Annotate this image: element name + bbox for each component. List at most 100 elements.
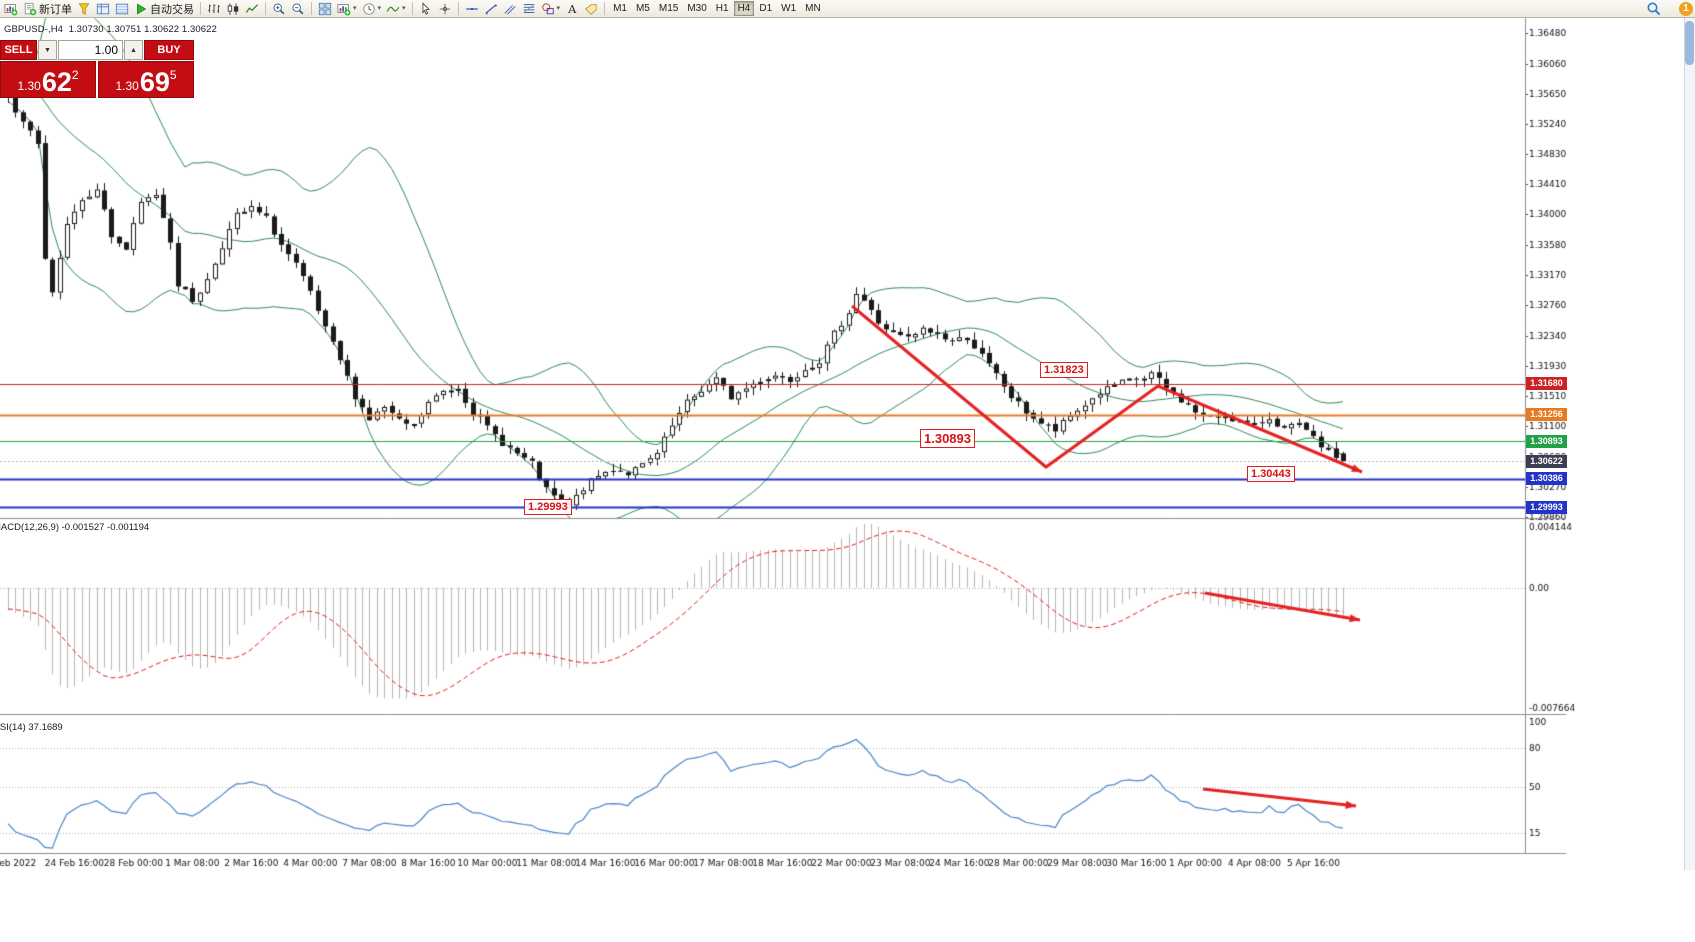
vertical-scrollbar-thumb[interactable] xyxy=(1685,21,1694,65)
text-button[interactable]: A xyxy=(563,1,581,17)
buy-price-display[interactable]: 1.30 69 5 xyxy=(98,61,194,98)
timeframe-m1-button[interactable]: M1 xyxy=(609,1,631,16)
vertical-scrollbar[interactable] xyxy=(1684,18,1695,870)
volume-decrease-button[interactable]: ▼ xyxy=(38,40,57,60)
one-click-trade-panel: SELL ▼ ▲ BUY 1.30 62 2 1.30 69 5 xyxy=(0,40,194,98)
sell-button[interactable]: SELL xyxy=(0,40,37,60)
chevron-down-icon: ▾ xyxy=(556,5,561,12)
toolbar-separator xyxy=(265,2,266,15)
timeframe-m15-button[interactable]: M15 xyxy=(655,1,682,16)
data-window-icon xyxy=(115,3,129,14)
volume-increase-button[interactable]: ▲ xyxy=(124,40,143,60)
timeframe-d1-button[interactable]: D1 xyxy=(755,1,776,16)
autotrade-play-icon xyxy=(137,2,147,15)
buy-price-pips: 69 xyxy=(139,67,170,97)
fibonacci-button[interactable] xyxy=(520,1,538,17)
tile-icon xyxy=(318,2,332,15)
zoom-in-button[interactable] xyxy=(270,1,288,17)
notification-badge[interactable]: 1 xyxy=(1679,2,1693,16)
shapes-icon xyxy=(541,2,554,14)
new-chart-dropdown[interactable]: ▾ xyxy=(335,1,359,17)
cursor-icon xyxy=(422,1,430,15)
timeframe-h1-button[interactable]: H1 xyxy=(712,1,733,16)
trade-panel-controls: SELL ▼ ▲ BUY xyxy=(0,40,194,60)
sell-price-display[interactable]: 1.30 62 2 xyxy=(0,61,96,98)
trade-panel-prices: 1.30 62 2 1.30 69 5 xyxy=(0,61,194,98)
new-order-button-label: 新订单 xyxy=(39,3,72,16)
timeframe-m5-button[interactable]: M5 xyxy=(632,1,654,16)
timeframe-h4-button[interactable]: H4 xyxy=(733,1,755,16)
price-annotation-callout: 1.30893 xyxy=(920,429,975,448)
macd-indicator-label: MACD(12,26,9) -0.001527 -0.001194 xyxy=(0,522,150,533)
toolbar-separator xyxy=(457,2,459,15)
indicators-button[interactable]: ▾ xyxy=(384,1,408,17)
market-watch-button[interactable] xyxy=(94,1,112,17)
sell-price-prefix: 1.30 xyxy=(17,79,41,93)
linechart-icon xyxy=(245,3,259,13)
toolbar-separator xyxy=(200,2,201,15)
price-level-label: 1.31256 xyxy=(1526,408,1567,421)
profiles-button[interactable]: ▾ xyxy=(360,1,384,17)
chart-symbol: GBPUSD-,H4 xyxy=(4,24,64,35)
hline-icon xyxy=(465,7,478,10)
market-watch-icon xyxy=(96,3,110,14)
svg-text:A: A xyxy=(567,2,577,16)
new-chart-button[interactable] xyxy=(2,1,20,17)
bar-chart-button[interactable] xyxy=(205,1,223,17)
chart-ohlc-values: 1.30730 1.30751 1.30622 1.30622 xyxy=(68,24,217,35)
crosshair-icon xyxy=(439,3,450,14)
indicator-icon xyxy=(386,6,400,12)
crosshair-button[interactable] xyxy=(436,1,454,17)
funnel-icon xyxy=(78,2,90,15)
price-level-label: 1.30893 xyxy=(1526,435,1567,448)
channel-icon xyxy=(503,4,516,15)
price-annotation-callout: 1.31823 xyxy=(1040,362,1088,378)
timeframe-mn-button[interactable]: MN xyxy=(801,1,825,16)
trendline-button[interactable] xyxy=(482,1,500,17)
volume-input[interactable] xyxy=(58,40,123,60)
toolbar-separator xyxy=(604,2,606,15)
candlestick-chart-button[interactable] xyxy=(224,1,242,17)
cursor-button[interactable] xyxy=(417,1,435,17)
toolbar: 新订单 自动交易 ▾ ▾ ▾ ▾ A M1 M5 M15 M30 H1 H4 D1 W1 MN xyxy=(0,0,1695,18)
buy-price-point: 5 xyxy=(169,68,177,82)
chevron-down-icon: ▾ xyxy=(353,5,357,12)
autotrade-button-label: 自动交易 xyxy=(150,3,194,16)
shapes-button[interactable]: ▾ xyxy=(539,1,563,17)
price-level-label: 1.30622 xyxy=(1526,455,1567,468)
zoom-out-button[interactable] xyxy=(289,1,307,17)
autotrade-button[interactable]: 自动交易 xyxy=(132,1,196,17)
toolbar-separator xyxy=(411,2,413,15)
chevron-down-icon: ▾ xyxy=(402,5,406,12)
timeframe-w1-button[interactable]: W1 xyxy=(777,1,800,16)
zoom-out-icon xyxy=(292,2,304,14)
new-order-button[interactable]: 新订单 xyxy=(21,1,74,17)
timeframe-m30-button[interactable]: M30 xyxy=(683,1,710,16)
price-level-label: 1.30386 xyxy=(1526,472,1567,485)
price-annotation-callout: 1.30443 xyxy=(1247,466,1295,482)
zoom-in-icon xyxy=(273,2,285,14)
toolbar-separator xyxy=(311,2,312,15)
tile-windows-button[interactable] xyxy=(316,1,334,17)
data-window-button[interactable] xyxy=(113,1,131,17)
trendline-icon xyxy=(485,4,497,14)
channel-button[interactable] xyxy=(501,1,519,17)
buy-price-prefix: 1.30 xyxy=(115,79,139,93)
chart-plus-icon xyxy=(4,3,18,15)
search-icon[interactable] xyxy=(1646,1,1662,17)
notifications-button[interactable] xyxy=(75,1,93,17)
rsi-indicator-label: RSI(14) 37.1689 xyxy=(0,722,63,733)
chart-ohlc-header: GBPUSD-,H4 1.30730 1.30751 1.30622 1.306… xyxy=(4,24,217,35)
chart-plus-icon xyxy=(337,3,351,15)
candles-icon xyxy=(227,2,239,15)
buy-button[interactable]: BUY xyxy=(144,40,194,60)
text-icon: A xyxy=(567,2,577,16)
price-annotation-callout: 1.29993 xyxy=(524,499,572,515)
arrow-label-button[interactable] xyxy=(582,1,600,17)
line-chart-button[interactable] xyxy=(243,1,261,17)
horizontal-line-button[interactable] xyxy=(463,1,481,17)
sell-price-pips: 62 xyxy=(41,67,72,97)
label-tag-icon xyxy=(585,3,597,15)
